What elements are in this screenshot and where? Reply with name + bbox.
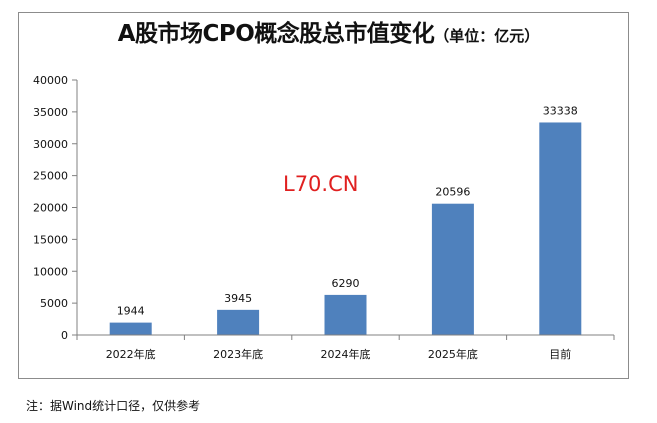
bar-series — [109, 122, 582, 336]
y-tick-label: 40000 — [33, 74, 68, 87]
y-axis-ticks: 0 5000 10000 15000 20000 25000 30000 35000 40000 — [33, 74, 77, 342]
chart-frame — [18, 12, 629, 379]
x-tick-label: 2023年底 — [213, 347, 263, 361]
y-tick-label: 20000 — [33, 202, 68, 215]
bar — [217, 309, 260, 335]
x-tick-label: 目前 — [549, 347, 571, 361]
x-axis-ticks: 2022年底 2023年底 2024年底 2025年底 目前 — [76, 335, 615, 361]
x-tick-label: 2024年底 — [321, 347, 371, 361]
bar — [109, 322, 152, 335]
y-tick-label: 5000 — [40, 297, 68, 310]
y-tick-label: 0 — [61, 329, 68, 342]
chart-title: A股市场CPO概念股总市值变化（单位：亿元） — [0, 14, 657, 48]
footnote: 注：据Wind统计口径，仅供参考 — [26, 399, 201, 413]
data-labels: 1944 3945 6290 20596 33338 — [117, 104, 578, 317]
bar-value-label: 1944 — [117, 305, 145, 318]
y-tick-label: 25000 — [33, 170, 68, 183]
bar-value-label: 33338 — [543, 104, 578, 117]
bar-value-label: 6290 — [332, 277, 360, 290]
bar — [539, 122, 582, 336]
bar-value-label: 20596 — [435, 186, 470, 199]
chart-title-main: A股市场CPO概念股总市值变化 — [117, 21, 435, 47]
bar — [431, 203, 474, 335]
bar — [324, 294, 367, 335]
chart-title-unit: （单位：亿元） — [434, 27, 540, 45]
y-tick-label: 10000 — [33, 265, 68, 278]
y-tick-label: 35000 — [33, 106, 68, 119]
y-tick-label: 30000 — [33, 138, 68, 151]
x-tick-label: 2025年底 — [428, 347, 478, 361]
watermark-text: L70.CN — [283, 172, 359, 196]
y-tick-label: 15000 — [33, 233, 68, 246]
bar-value-label: 3945 — [224, 292, 252, 305]
x-tick-label: 2022年底 — [106, 347, 156, 361]
